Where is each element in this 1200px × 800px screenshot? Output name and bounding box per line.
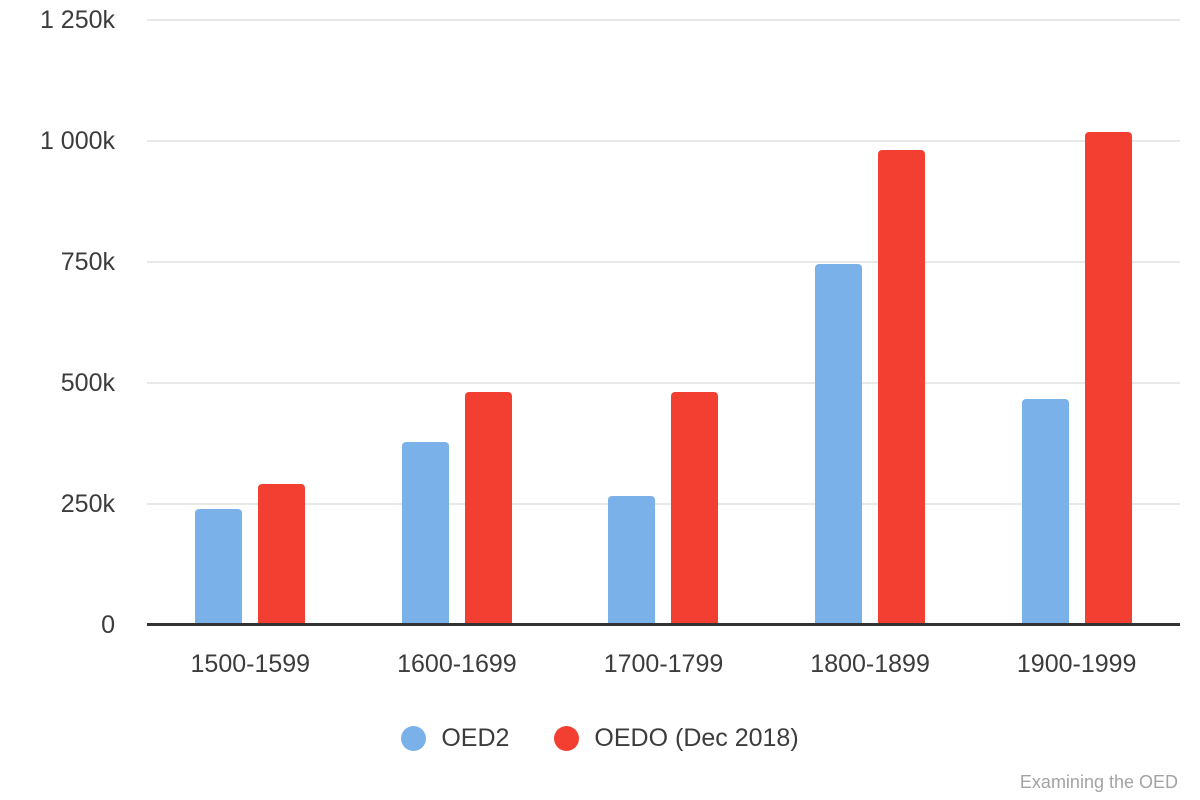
bar-group-1500-1599 bbox=[147, 20, 354, 625]
gridline bbox=[147, 19, 1180, 21]
x-axis-label-1700-1799: 1700-1799 bbox=[603, 650, 724, 678]
bar-group-1800-1899 bbox=[767, 20, 974, 625]
x-axis-label-1500-1599: 1500-1599 bbox=[190, 650, 311, 678]
y-axis-label: 250k bbox=[60, 490, 115, 518]
gridline bbox=[147, 261, 1180, 263]
bar-groups bbox=[147, 20, 1180, 625]
y-axis-label: 1 250k bbox=[39, 6, 115, 34]
bar-oed2-1600-1699[interactable] bbox=[401, 442, 449, 625]
bar-oed2-1500-1599[interactable] bbox=[195, 508, 243, 625]
legend-label-oedo-dec-2018: OEDO (Dec 2018) bbox=[594, 724, 799, 752]
bar-oedo-dec-2018-1600-1699[interactable] bbox=[464, 391, 512, 625]
gridline bbox=[147, 503, 1180, 505]
x-axis-label-1600-1699: 1600-1699 bbox=[397, 650, 517, 678]
legend-item-oed2[interactable]: OED2 bbox=[401, 724, 509, 753]
gridline bbox=[147, 140, 1180, 142]
bar-group-1900-1999 bbox=[973, 20, 1180, 625]
y-axis-label: 500k bbox=[60, 369, 115, 397]
legend-oedo-dec-2018-dot-icon bbox=[554, 726, 580, 751]
bar-group-1600-1699 bbox=[354, 20, 561, 625]
legend-label-oed2: OED2 bbox=[441, 724, 510, 752]
x-axis-label-1900-1999: 1900-1999 bbox=[1016, 650, 1137, 678]
x-axis-labels: 1500-1599 1600-1699 1700-1799 1800-1899 1900… bbox=[147, 650, 1180, 679]
x-axis-line bbox=[147, 623, 1180, 626]
bar-oed2-1900-1999[interactable] bbox=[1021, 398, 1069, 625]
bar-oed2-1800-1899[interactable] bbox=[815, 264, 863, 625]
legend-oed2-dot-icon bbox=[401, 726, 427, 751]
bar-oedo-dec-2018-1900-1999[interactable] bbox=[1084, 131, 1132, 625]
bar-oedo-dec-2018-1700-1799[interactable] bbox=[671, 391, 719, 625]
plot-area bbox=[147, 19, 1180, 625]
bar-oedo-dec-2018-1800-1899[interactable] bbox=[878, 149, 926, 625]
y-axis-label: 0 bbox=[101, 611, 115, 639]
legend-item-oedo-dec-2018[interactable]: OEDO (Dec 2018) bbox=[554, 724, 799, 753]
gridline bbox=[147, 382, 1180, 384]
bar-oedo-dec-2018-1500-1599[interactable] bbox=[258, 484, 306, 625]
x-axis-label-1800-1899: 1800-1899 bbox=[810, 650, 930, 678]
bar-oed2-1700-1799[interactable] bbox=[608, 495, 656, 625]
watermark: Examining the OED bbox=[1019, 772, 1178, 792]
y-axis-label: 1 000k bbox=[39, 127, 115, 155]
y-axis-label: 750k bbox=[60, 248, 115, 276]
legend: OED2 OEDO (Dec 2018) bbox=[0, 724, 1200, 753]
bar-group-1700-1799 bbox=[560, 20, 767, 625]
